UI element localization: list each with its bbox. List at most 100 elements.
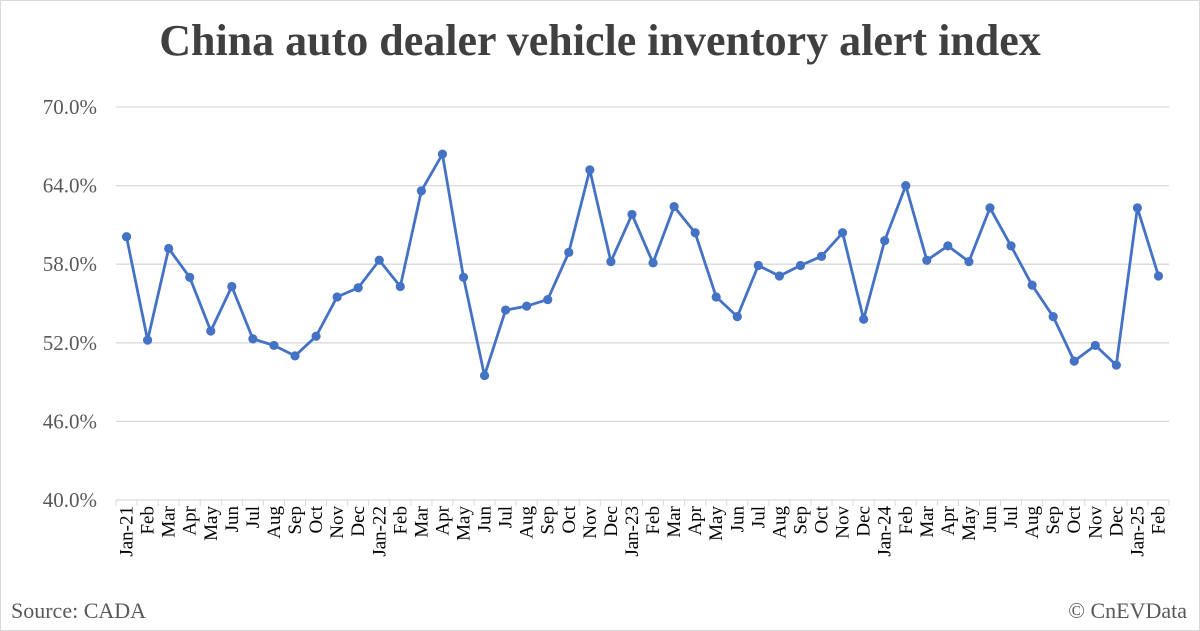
data-point [816, 251, 827, 261]
data-point [901, 181, 911, 191]
x-tick-label: Jun [475, 506, 496, 533]
x-tick-label: Apr [685, 505, 706, 535]
x-tick-label: Feb [1148, 506, 1169, 535]
x-tick-label: Jun [727, 506, 748, 533]
series-line [125, 152, 1160, 378]
y-tick-label: 52.0% [43, 331, 97, 355]
data-point [1027, 280, 1037, 290]
data-point [121, 232, 132, 242]
data-point [859, 314, 869, 324]
data-point [943, 241, 953, 251]
data-point [585, 165, 595, 175]
data-point [332, 292, 342, 302]
x-tick-label: Jun [222, 506, 243, 533]
data-point [227, 281, 237, 292]
chart-title: China auto dealer vehicle inventory aler… [159, 16, 1041, 65]
data-point [1048, 312, 1058, 322]
x-tick-label: Oct [812, 505, 833, 533]
x-tick-label: Apr [180, 505, 201, 535]
y-tick-label: 70.0% [43, 95, 97, 119]
data-point [353, 283, 363, 293]
x-tick-label: Jul [496, 506, 517, 528]
x-tick-label: Nov [1085, 506, 1106, 539]
data-point [1090, 340, 1100, 351]
data-point [1006, 241, 1016, 251]
data-point [164, 243, 174, 254]
x-tick-label: Nov [327, 506, 348, 539]
data-point [458, 272, 469, 282]
data-point [1153, 271, 1164, 281]
x-tick-label: Dec [601, 506, 622, 537]
x-tick-label: Jun [980, 506, 1001, 533]
x-tick-label: Dec [348, 506, 369, 537]
source-note: Source: CADA [11, 598, 147, 623]
data-point [606, 256, 616, 267]
data-point [395, 281, 405, 292]
x-tick-label: Mar [917, 505, 938, 537]
data-point [564, 247, 574, 258]
x-tick-label: Sep [285, 506, 306, 535]
data-point [669, 201, 679, 212]
x-tick-label: Jul [1001, 506, 1022, 528]
x-tick-label: Jan-21 [117, 506, 138, 557]
y-tick-label: 40.0% [43, 488, 97, 512]
x-tick-label: Jan-24 [875, 506, 896, 557]
x-tick-label: Aug [517, 506, 538, 539]
data-point [880, 236, 890, 246]
y-tick-label: 46.0% [43, 409, 97, 433]
x-tick-label: May [706, 506, 727, 541]
data-point [206, 326, 216, 336]
x-tick-label: May [959, 506, 980, 541]
data-point [269, 340, 279, 351]
x-tick-label: Mar [664, 505, 685, 537]
x-tick-label: May [201, 506, 222, 541]
x-tick-label: Nov [833, 506, 854, 539]
x-tick-label: Mar [159, 505, 180, 537]
x-tick-label: Dec [854, 506, 875, 537]
data-point [690, 228, 700, 238]
x-tick-label: Apr [938, 505, 959, 535]
x-tick-label: Jul [243, 506, 264, 528]
x-tick-label: Feb [896, 506, 917, 535]
data-point [311, 331, 321, 341]
x-tick-label: Feb [643, 506, 664, 535]
data-point [290, 351, 300, 361]
x-tick-label: Feb [390, 506, 411, 535]
x-tick-label: Sep [790, 506, 811, 535]
x-tick-label: Jan-22 [369, 506, 390, 557]
y-tick-label: 58.0% [43, 252, 97, 276]
x-tick-label: Oct [306, 505, 327, 533]
data-point [437, 149, 448, 159]
data-point [416, 186, 426, 196]
data-point [185, 272, 195, 282]
x-tick-label: Oct [1064, 505, 1085, 533]
data-point [248, 334, 258, 344]
data-point [479, 370, 490, 381]
x-tick-label: Jan-23 [622, 506, 643, 557]
x-tick-label: Aug [264, 506, 285, 539]
y-tick-label: 64.0% [43, 174, 97, 198]
data-point [964, 256, 974, 267]
x-tick-label: Feb [138, 506, 159, 535]
x-tick-label: Nov [580, 506, 601, 539]
x-tick-label: Sep [1043, 506, 1064, 535]
data-point [142, 335, 153, 345]
data-point [922, 255, 932, 265]
data-point [837, 228, 848, 238]
data-point [543, 294, 553, 305]
x-tick-label: Aug [769, 506, 790, 539]
x-tick-label: Oct [559, 505, 580, 533]
data-point [648, 258, 658, 268]
data-point [711, 292, 721, 302]
data-point [1111, 360, 1121, 370]
data-point [522, 301, 532, 311]
credit-note: © CnEVData [1068, 598, 1187, 623]
data-point [774, 271, 784, 281]
data-point [627, 209, 637, 220]
data-point [374, 255, 384, 265]
data-point [501, 305, 511, 315]
x-tick-label: Apr [432, 505, 453, 535]
x-tick-label: May [453, 506, 474, 541]
